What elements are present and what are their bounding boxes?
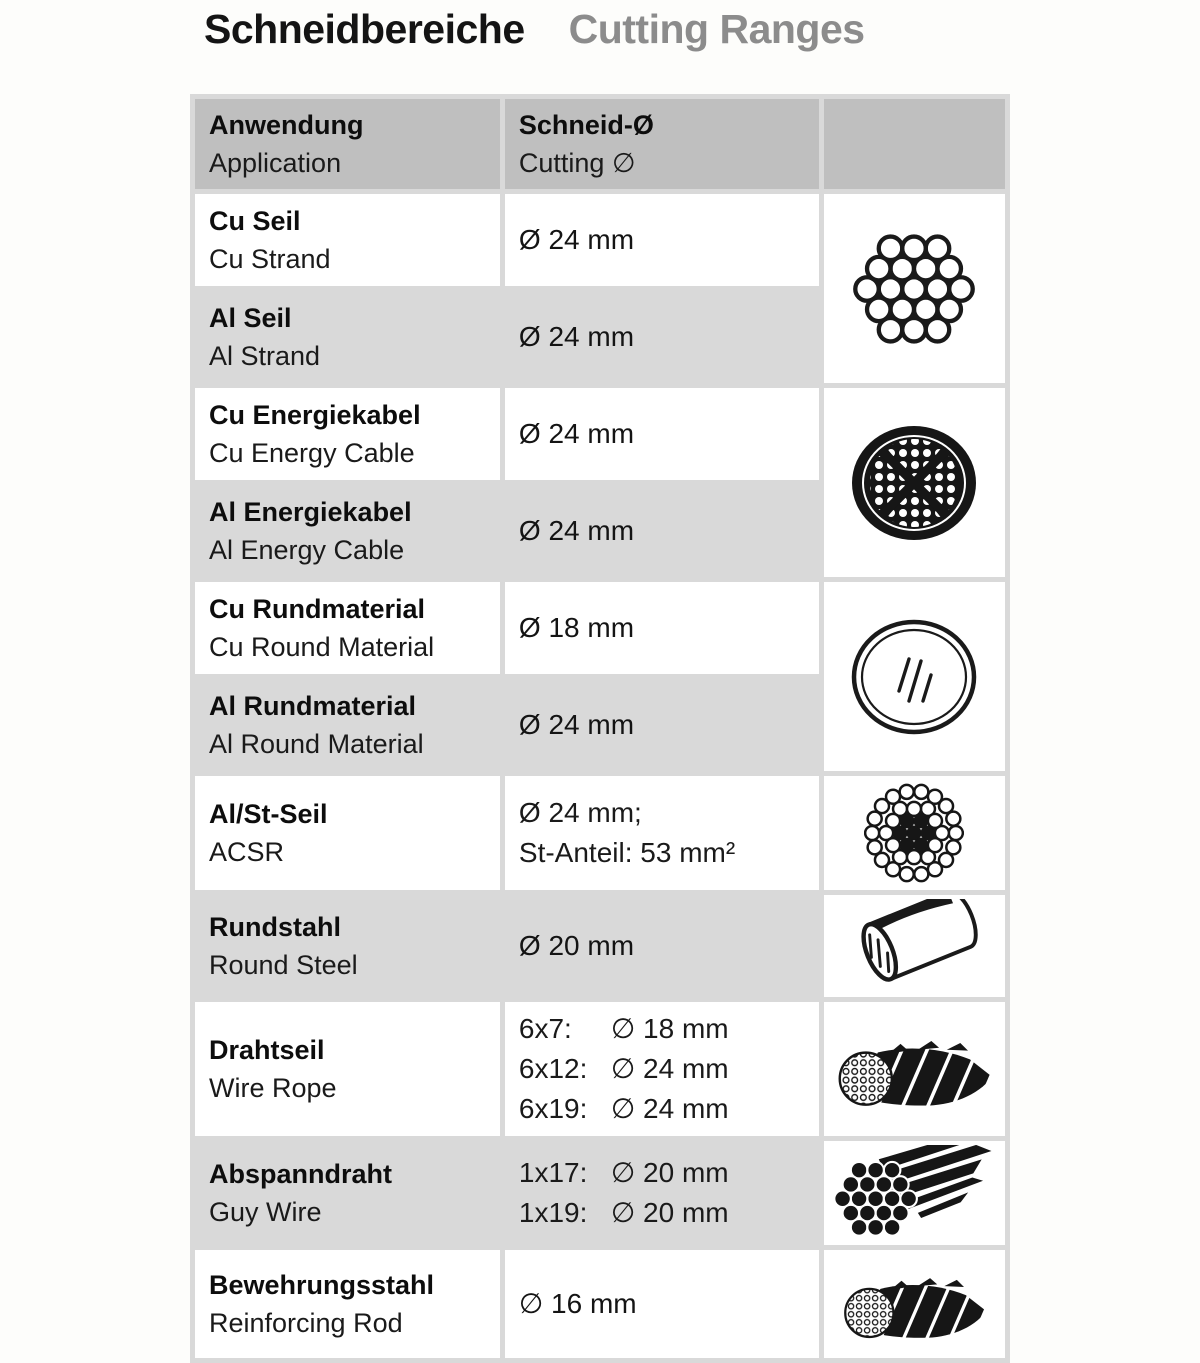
- table-row: Al Energiekabel Al Energy Cable Ø 24 mm: [195, 485, 1005, 577]
- application-cell: Al Rundmaterial Al Round Material: [195, 679, 500, 771]
- application-label-de: Al Energiekabel: [209, 497, 412, 527]
- application-label-de: Al Rundmaterial: [209, 691, 417, 721]
- image-cell: [823, 1250, 1005, 1358]
- header-cutting-diameter: Schneid-Ø Cutting ∅: [504, 99, 819, 189]
- application-label-de: Cu Energiekabel: [209, 400, 421, 430]
- energy-cable-cross-section-icon: [852, 425, 977, 540]
- application-cell: Cu Seil Cu Strand: [195, 194, 500, 286]
- cutting-diameter-cell: Ø 20 mm: [504, 895, 819, 997]
- table-row: Al Seil Al Strand Ø 24 mm: [195, 291, 1005, 383]
- spec-line: 6x7: ∅ 18 mm: [518, 1013, 729, 1044]
- header-image-column: [823, 99, 1005, 189]
- application-cell: Drahtseil Wire Rope: [195, 1002, 500, 1136]
- application-cell: Bewehrungsstahl Reinforcing Rod: [195, 1250, 500, 1358]
- application-label-en: Al Round Material: [209, 729, 424, 759]
- cutting-diameter-cell: 1x17: ∅ 20 mm 1x19: ∅ 20 mm: [504, 1141, 819, 1245]
- application-label-de: Al Seil: [209, 303, 292, 333]
- cutting-diameter-cell: Ø 24 mm: [504, 291, 819, 383]
- round-material-cross-section-icon: [852, 619, 977, 734]
- image-cell: [823, 895, 1005, 997]
- diameter-value: Ø 18 mm: [518, 612, 635, 643]
- application-cell: Cu Rundmaterial Cu Round Material: [195, 582, 500, 674]
- table-row: Abspanndraht Guy Wire 1x17: ∅ 20 mm 1x19:…: [195, 1141, 1005, 1245]
- application-label-de: Al/St-Seil: [209, 799, 328, 829]
- header-cutting-de: Schneid-Ø: [518, 110, 654, 140]
- page-title-german: Schneidbereiche: [204, 6, 525, 52]
- wire-rope-icon: [838, 1041, 993, 1106]
- page-title: Schneidbereiche Cutting Ranges: [204, 6, 865, 53]
- diameter-value: Ø 20 mm: [518, 930, 635, 961]
- application-label-en: Cu Strand: [209, 244, 331, 274]
- image-cell: [823, 1141, 1005, 1245]
- application-label-en: Wire Rope: [209, 1073, 337, 1103]
- table-row: Cu Energiekabel Cu Energy Cable Ø 24 mm: [195, 388, 1005, 577]
- application-cell: Al Seil Al Strand: [195, 291, 500, 383]
- cutting-diameter-cell: Ø 18 mm: [504, 582, 819, 674]
- page-title-english: Cutting Ranges: [568, 6, 865, 52]
- strand-cross-section-icon: [853, 233, 976, 344]
- spec-line: 6x12: ∅ 24 mm: [518, 1053, 729, 1084]
- diameter-value: Ø 24 mm: [518, 321, 635, 352]
- table-header-row: Anwendung Application Schneid-Ø Cutting …: [195, 99, 1005, 189]
- table-row: Cu Rundmaterial Cu Round Material Ø 18 m…: [195, 582, 1005, 771]
- application-label-de: Rundstahl: [209, 912, 341, 942]
- diameter-value: Ø 24 mm: [518, 418, 635, 449]
- application-label-en: Cu Round Material: [209, 632, 435, 662]
- spec-line: 6x19: ∅ 24 mm: [518, 1093, 729, 1124]
- application-label-de: Abspanndraht: [209, 1159, 393, 1189]
- application-label-de: Cu Seil: [209, 206, 301, 236]
- application-label-en: ACSR: [209, 837, 285, 867]
- application-label-de: Drahtseil: [209, 1035, 325, 1065]
- diameter-value: Ø 24 mm: [518, 224, 635, 255]
- application-label-de: Bewehrungsstahl: [209, 1270, 435, 1300]
- image-cell: [823, 582, 1005, 771]
- wire-rope-icon: [844, 1278, 987, 1339]
- cutting-diameter-cell: Ø 24 mm: [504, 485, 819, 577]
- guy-wire-bundle-icon: [833, 1145, 992, 1237]
- table-row: Rundstahl Round Steel Ø 20 mm: [195, 895, 1005, 997]
- application-cell: Al/St-Seil ACSR: [195, 776, 500, 890]
- cutting-diameter-cell: 6x7: ∅ 18 mm 6x12: ∅ 24 mm 6x19: ∅ 24 mm: [504, 1002, 819, 1136]
- cutting-diameter-cell: Ø 24 mm: [504, 194, 819, 286]
- application-label-en: Round Steel: [209, 950, 358, 980]
- application-cell: Cu Energiekabel Cu Energy Cable: [195, 388, 500, 480]
- header-cutting-en: Cutting ∅: [518, 148, 636, 178]
- table-row: Al/St-Seil ACSR Ø 24 mm; St-Anteil: 53 m…: [195, 776, 1005, 890]
- application-cell: Abspanndraht Guy Wire: [195, 1141, 500, 1245]
- table-row: Cu Seil Cu Strand Ø 24 mm: [195, 194, 1005, 383]
- application-label-en: Al Strand: [209, 341, 321, 371]
- acsr-cross-section-icon: [864, 783, 965, 883]
- diameter-value: Ø 24 mm: [518, 709, 635, 740]
- application-label-de: Cu Rundmaterial: [209, 594, 426, 624]
- image-cell: [823, 1002, 1005, 1136]
- image-cell: [823, 776, 1005, 890]
- application-label-en: Reinforcing Rod: [209, 1308, 403, 1338]
- round-steel-cylinder-icon: [861, 899, 979, 982]
- table-row: Al Rundmaterial Al Round Material Ø 24 m…: [195, 679, 1005, 771]
- cutting-diameter-cell: Ø 24 mm; St-Anteil: 53 mm²: [504, 776, 819, 890]
- spec-line: 1x17: ∅ 20 mm: [518, 1157, 729, 1188]
- table-row: Drahtseil Wire Rope 6x7: ∅ 18 mm 6x12: ∅ 2…: [195, 1002, 1005, 1136]
- application-cell: Rundstahl Round Steel: [195, 895, 500, 997]
- cutting-diameter-cell: Ø 24 mm: [504, 679, 819, 771]
- application-label-en: Cu Energy Cable: [209, 438, 415, 468]
- image-cell: [823, 194, 1005, 383]
- image-cell: [823, 388, 1005, 577]
- header-application-de: Anwendung: [209, 110, 364, 140]
- spec-line: Ø 24 mm;: [518, 797, 642, 828]
- spec-line: St-Anteil: 53 mm²: [518, 837, 736, 868]
- application-label-en: Al Energy Cable: [209, 535, 405, 565]
- spec-line: 1x19: ∅ 20 mm: [518, 1197, 729, 1228]
- cutting-diameter-cell: Ø 24 mm: [504, 388, 819, 480]
- diameter-value: ∅ 16 mm: [518, 1288, 637, 1319]
- cutting-ranges-table: Anwendung Application Schneid-Ø Cutting …: [190, 94, 1010, 1363]
- diameter-value: Ø 24 mm: [518, 515, 635, 546]
- cutting-diameter-cell: ∅ 16 mm: [504, 1250, 819, 1358]
- application-label-en: Guy Wire: [209, 1197, 322, 1227]
- table-row: Bewehrungsstahl Reinforcing Rod ∅ 16 mm: [195, 1250, 1005, 1358]
- application-cell: Al Energiekabel Al Energy Cable: [195, 485, 500, 577]
- header-application-en: Application: [209, 148, 342, 178]
- header-application: Anwendung Application: [195, 99, 500, 189]
